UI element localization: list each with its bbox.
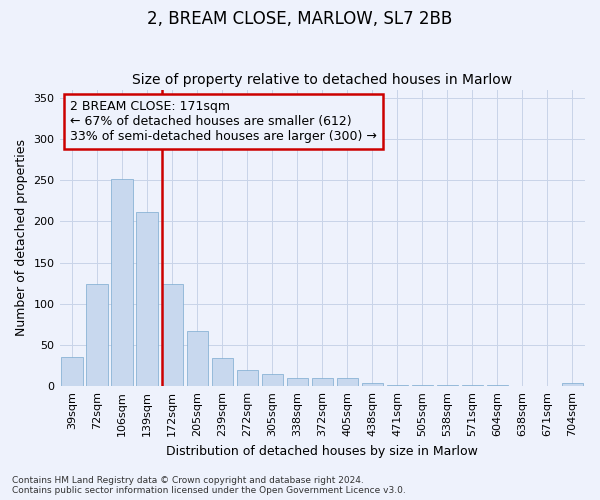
Bar <box>562 383 583 386</box>
Text: 2 BREAM CLOSE: 171sqm
← 67% of detached houses are smaller (612)
33% of semi-det: 2 BREAM CLOSE: 171sqm ← 67% of detached … <box>70 100 377 143</box>
Bar <box>236 370 258 386</box>
Bar <box>212 358 233 386</box>
Title: Size of property relative to detached houses in Marlow: Size of property relative to detached ho… <box>132 73 512 87</box>
Bar <box>161 284 183 386</box>
Bar <box>311 378 333 386</box>
Text: Contains HM Land Registry data © Crown copyright and database right 2024.
Contai: Contains HM Land Registry data © Crown c… <box>12 476 406 495</box>
Bar <box>337 378 358 386</box>
Text: 2, BREAM CLOSE, MARLOW, SL7 2BB: 2, BREAM CLOSE, MARLOW, SL7 2BB <box>148 10 452 28</box>
X-axis label: Distribution of detached houses by size in Marlow: Distribution of detached houses by size … <box>166 444 478 458</box>
Bar <box>287 378 308 386</box>
Bar <box>262 374 283 386</box>
Bar <box>187 331 208 386</box>
Bar <box>362 383 383 386</box>
Bar <box>136 212 158 386</box>
Bar <box>86 284 108 386</box>
Bar <box>387 384 408 386</box>
Y-axis label: Number of detached properties: Number of detached properties <box>15 140 28 336</box>
Bar <box>61 356 83 386</box>
Bar <box>112 178 133 386</box>
